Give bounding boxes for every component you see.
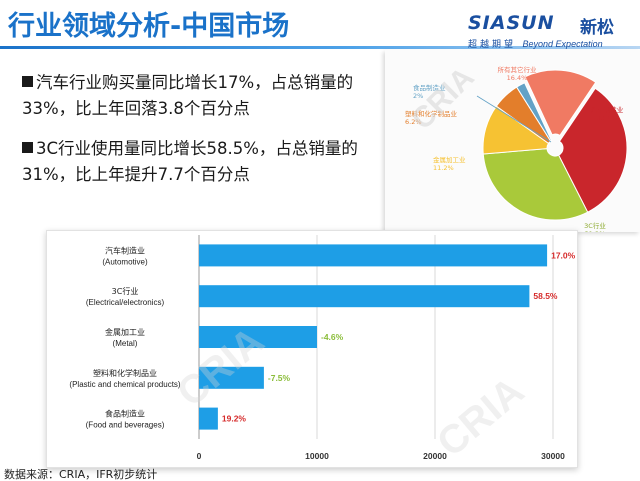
pie-slice-value: 6.2% [405,118,422,126]
bar-chart: 汽车制造业 (Automotive) 3C行业 (Electrical/electro… [69,235,576,466]
page-title: 行业领域分析-中国市场 [8,11,290,42]
category-label-en: (Metal) [113,339,138,348]
x-tick-label: 30000 [541,451,565,461]
pie-slice-label: 汽车制造业 [591,105,624,114]
pie-slice-label: 塑料和化学制品业 [405,109,458,118]
category-label-cn: 3C行业 [112,286,139,296]
pie-slice-value: 31.2% [585,230,606,232]
pie-slice-label: 食品制造业 [413,83,446,92]
pie-slice-label: 3C行业 [584,221,606,230]
bar [199,326,317,348]
category-label-en: (Food and beverages) [86,421,165,430]
bullet-3c-text: 3C行业使用量同比增长58.5%，占总销量的31%，比上年提升7.7个百分点 [22,139,358,184]
category-label-cn: 塑料和化学制品业 [93,368,157,378]
bar-value-label: 58.5% [533,291,558,301]
bar-value-label: -7.5% [268,373,291,383]
category-label-cn: 金属加工业 [105,327,145,337]
logo-tagline: 超越期望 Beyond Expectation [468,37,603,50]
pie-slice [557,87,628,213]
bar [199,407,218,430]
bullet-automotive: 汽车行业购买量同比增长17%，占总销量的33%，比上年回落3.8个百分点 [22,70,382,122]
category-label-en: (Automotive) [102,257,148,266]
pie-slice-value: 11.2% [433,164,454,172]
bar [199,244,548,267]
x-tick-label: 0 [197,451,202,461]
bullet-3c: 3C行业使用量同比增长58.5%，占总销量的31%，比上年提升7.7个百分点 [22,136,382,188]
bar [199,366,264,389]
title-underline [0,46,640,49]
watermark-text: CRIA [429,369,532,466]
pie-slice [524,69,597,137]
bullet-square-icon [22,142,33,153]
category-label-en: (Plastic and chemical products) [69,380,180,389]
x-tick-label: 10000 [305,451,329,461]
pie-slice-value: 16.4% [507,74,528,82]
bar-value-label: 19.2% [222,414,247,424]
x-tick-label: 20000 [423,451,447,461]
category-label-en: (Electrical/electronics) [86,298,165,307]
bullet-automotive-text: 汽车行业购买量同比增长17%，占总销量的33%，比上年回落3.8个百分点 [22,73,354,118]
pie-slice-label: 金属加工业 [433,155,466,164]
category-label-cn: 汽车制造业 [105,245,145,255]
pie-slice-label: 所有其它行业 [498,65,538,74]
summary-bullets: 汽车行业购买量同比增长17%，占总销量的33%，比上年回落3.8个百分点 3C行… [22,70,382,202]
pie-slice-value: 33.1% [597,114,618,122]
siasun-logo: SIASUN 新松 超越期望 Beyond Expectation [468,12,636,50]
pie-leader-line [476,95,552,143]
logo-brand: SIASUN [468,12,555,34]
logo-tagline-cn: 超越期望 [468,40,517,50]
pie-slice [482,105,550,155]
bar-value-label: 17.0% [551,250,576,260]
category-label-cn: 食品制造业 [105,409,145,419]
pie-slice [482,148,589,221]
bar-value-label: -4.6% [321,332,344,342]
pie-slice-value: 2% [413,92,423,100]
data-source-note: 数据来源：CRIA，IFR初步统计 [4,468,158,481]
logo-tagline-en: Beyond Expectation [522,39,603,49]
bar [199,285,530,308]
bar-chart-panel: 汽车制造业 (Automotive) 3C行业 (Electrical/electro… [46,230,578,468]
pie-slice [515,82,553,142]
logo-brand-cn: 新松 [580,18,614,38]
bullet-square-icon [22,76,33,87]
